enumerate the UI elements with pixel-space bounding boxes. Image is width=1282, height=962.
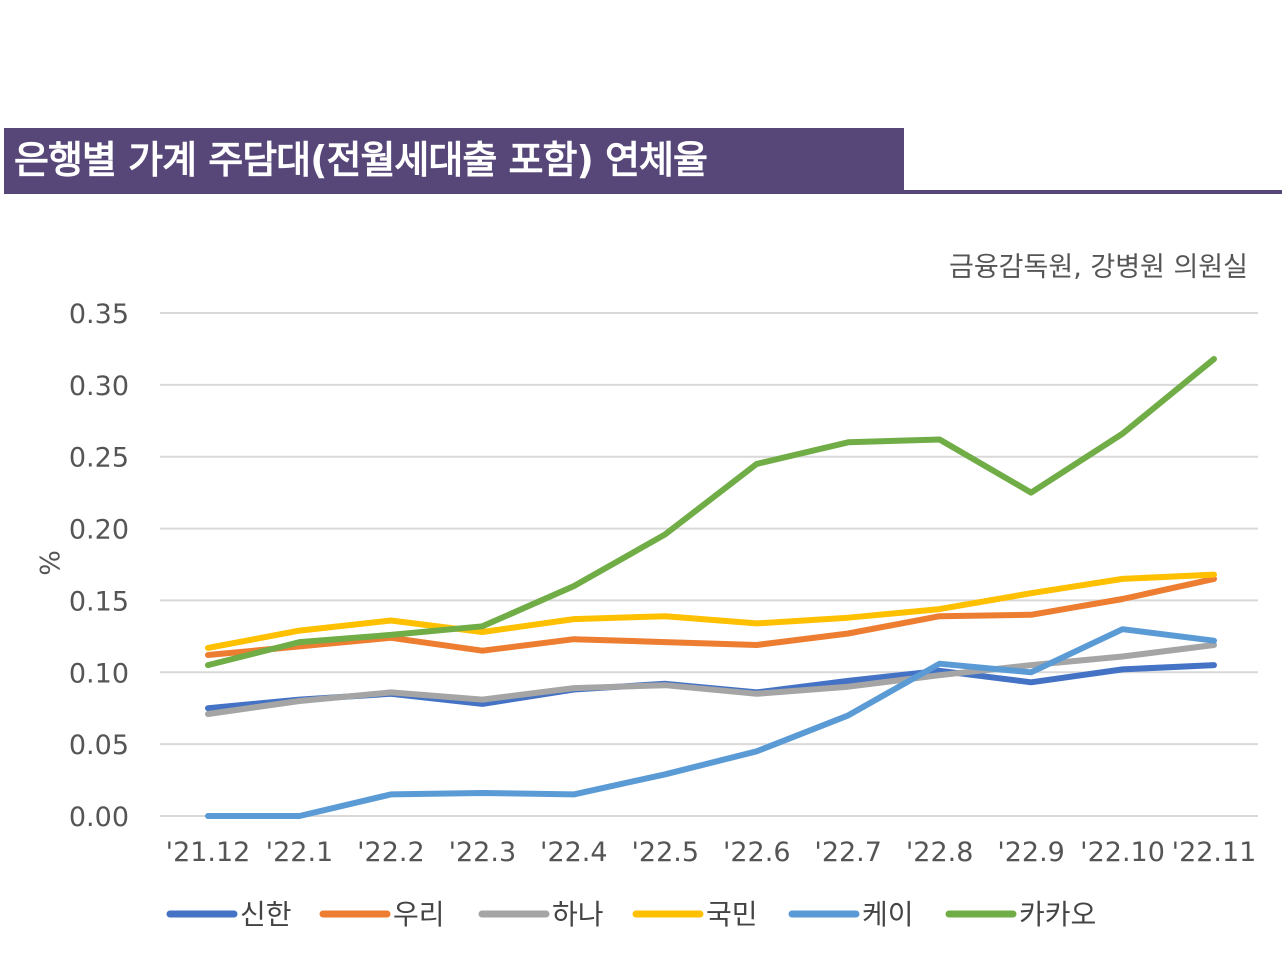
x-tick-label: '22.9 xyxy=(997,837,1065,868)
legend: 신한 우리 하나 국민 케이 카카오 xyxy=(166,898,1096,931)
x-tick-label: '22.6 xyxy=(723,837,791,868)
y-tick-label: 0.05 xyxy=(69,730,129,761)
x-tick-label: '22.8 xyxy=(906,837,974,868)
legend-label: 신한 xyxy=(240,898,292,931)
x-tick-label: '22.7 xyxy=(814,837,882,868)
y-tick-label: 0.10 xyxy=(69,658,129,689)
x-tick-label: '22.2 xyxy=(357,837,425,868)
x-tick-label: '22.4 xyxy=(540,837,608,868)
series-line-5 xyxy=(205,356,1217,669)
title-underline xyxy=(4,190,1282,194)
x-tick-label: '22.1 xyxy=(266,837,334,868)
y-tick-label: 0.20 xyxy=(69,515,129,546)
series-lines xyxy=(205,356,1217,819)
x-tick-label: '22.5 xyxy=(631,837,699,868)
y-tick-label: 0.30 xyxy=(69,371,129,402)
x-tick-label: '21.12 xyxy=(166,837,251,868)
x-axis-ticks: '21.12 '22.1 '22.2 '22.3 '22.4 '22.5 '22.6 '22.… xyxy=(166,837,1257,868)
page-title: 은행별 가계 주담대(전월세대출 포함) 연체율 xyxy=(14,138,708,182)
legend-label: 우리 xyxy=(393,898,445,931)
y-tick-label: 0.25 xyxy=(69,443,129,474)
gridlines xyxy=(160,312,1258,817)
x-tick-label: '22.3 xyxy=(449,837,517,868)
legend-label: 국민 xyxy=(706,898,758,931)
legend-label: 하나 xyxy=(552,898,604,931)
y-tick-label: 0.15 xyxy=(69,586,129,617)
series-line-3 xyxy=(205,571,1217,651)
y-tick-label: 0.35 xyxy=(69,299,129,330)
title-banner xyxy=(4,128,904,192)
series-line-4 xyxy=(205,626,1217,819)
legend-label: 카카오 xyxy=(1019,898,1096,931)
series-line-1 xyxy=(205,575,1217,658)
source-note: 금융감독원, 강병원 의원실 xyxy=(949,252,1248,283)
y-tick-label: 0.00 xyxy=(69,802,129,833)
y-axis-label: % xyxy=(33,550,64,576)
x-tick-label: '22.11 xyxy=(1172,837,1257,868)
x-tick-label: '22.10 xyxy=(1080,837,1165,868)
legend-label: 케이 xyxy=(862,898,914,931)
y-axis-ticks: 0.00 0.05 0.10 0.15 0.20 0.25 0.30 0.35 xyxy=(69,299,129,833)
